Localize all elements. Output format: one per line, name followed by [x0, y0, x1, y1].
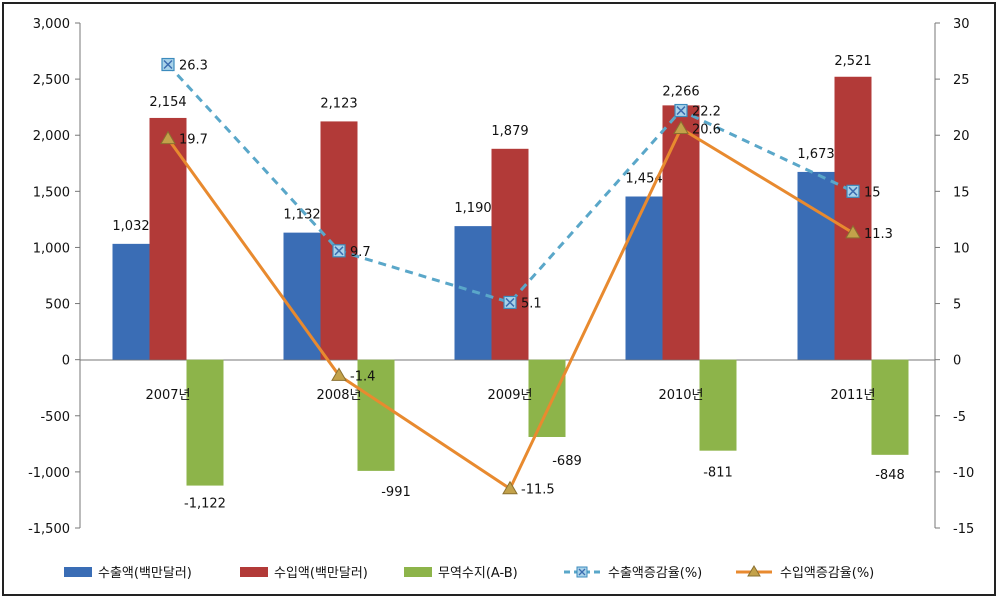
left-tick-label: 2,000: [33, 129, 70, 144]
right-tick-label: 25: [953, 73, 970, 88]
legend-x-cross: [578, 568, 586, 576]
left-tick-label: 3,000: [33, 17, 70, 32]
right-tick-label: -5: [953, 410, 966, 425]
right-tick-label: 30: [953, 17, 970, 32]
left-tick-label: 1,500: [33, 185, 70, 200]
right-tick-label: 0: [953, 354, 961, 369]
bar-data-label: -689: [552, 454, 582, 469]
legend-swatch: [64, 567, 92, 577]
bar-data-label: -811: [703, 466, 733, 481]
legend-label: 무역수지(A-B): [438, 566, 518, 581]
line-data-label: 26.3: [179, 59, 208, 74]
triangle-marker: [845, 224, 861, 239]
bar: [491, 148, 529, 360]
bar: [528, 359, 566, 437]
right-tick-label: 10: [953, 241, 970, 256]
bar: [625, 196, 663, 360]
x-marker-cross: [505, 297, 515, 307]
bar-data-label: 1,673: [797, 147, 834, 162]
x-marker-cross: [676, 106, 686, 116]
left-tick-label: -500: [40, 410, 70, 425]
line-data-label: 20.6: [692, 122, 721, 137]
line-data-label: 22.2: [692, 105, 721, 120]
category-label: 2009년: [487, 388, 532, 403]
right-tick-label: -15: [953, 522, 974, 537]
line-data-label: 19.7: [179, 133, 208, 148]
right-tick-label: 15: [953, 185, 970, 200]
legend-swatch: [404, 567, 432, 577]
bar-data-label: 1,454: [625, 171, 662, 186]
legend-triangle-marker: [747, 565, 761, 577]
bar: [871, 359, 909, 455]
line-data-label: -11.5: [521, 483, 555, 498]
bar: [357, 359, 395, 471]
bar: [699, 359, 737, 451]
triangle-marker: [331, 367, 347, 381]
export-growth-line: [166, 63, 854, 305]
category-label: 2008년: [316, 388, 361, 403]
line-data-label: 15: [864, 185, 881, 200]
line-data-label: -1.4: [350, 369, 375, 384]
left-tick-label: -1,500: [28, 522, 70, 537]
left-tick-label: 0: [62, 354, 70, 369]
bar-data-label: 1,190: [454, 201, 491, 216]
legend-swatch: [240, 567, 268, 577]
bar-data-label: 2,266: [662, 84, 699, 99]
bar: [283, 232, 321, 360]
bar: [797, 171, 835, 360]
bar: [186, 359, 224, 486]
legend-label: 수출액증감율(%): [608, 566, 702, 581]
triangle-marker: [673, 120, 689, 134]
right-tick-label: 20: [953, 129, 970, 144]
bar-data-label: 2,154: [149, 95, 186, 110]
bar-data-label: 1,032: [112, 219, 149, 234]
line-data-label: 11.3: [864, 227, 893, 242]
bar-data-label: 2,521: [834, 54, 871, 69]
bar: [112, 243, 150, 360]
x-marker-cross: [334, 246, 344, 256]
left-tick-label: 1,000: [33, 241, 70, 256]
bar-data-label: 1,879: [491, 124, 528, 139]
bar: [320, 121, 358, 360]
right-tick-label: 5: [953, 298, 961, 313]
legend-label: 수입액(백만달러): [274, 566, 368, 581]
category-label: 2010년: [658, 388, 703, 403]
bar: [662, 105, 700, 360]
category-label: 2007년: [145, 388, 190, 403]
bar-data-label: -848: [875, 468, 905, 483]
bar-data-label: -1,122: [184, 497, 226, 512]
left-tick-label: 2,500: [33, 73, 70, 88]
line-data-label: 5.1: [521, 296, 542, 311]
bar: [834, 76, 872, 360]
triangle-marker: [502, 480, 518, 495]
bar-data-label: 2,123: [320, 96, 357, 111]
legend-label: 수출액(백만달러): [98, 566, 192, 581]
line-data-label: 9.7: [350, 245, 371, 260]
triangle-marker: [160, 130, 176, 145]
bar: [454, 226, 492, 360]
left-tick-label: 500: [45, 298, 70, 313]
right-tick-label: -10: [953, 466, 974, 481]
bar-data-label: -991: [381, 485, 411, 500]
category-label: 2011년: [830, 388, 875, 403]
legend-label: 수입액증감율(%): [780, 566, 874, 581]
x-marker-cross: [163, 59, 173, 70]
left-tick-label: -1,000: [28, 466, 70, 481]
x-marker-cross: [848, 186, 858, 196]
